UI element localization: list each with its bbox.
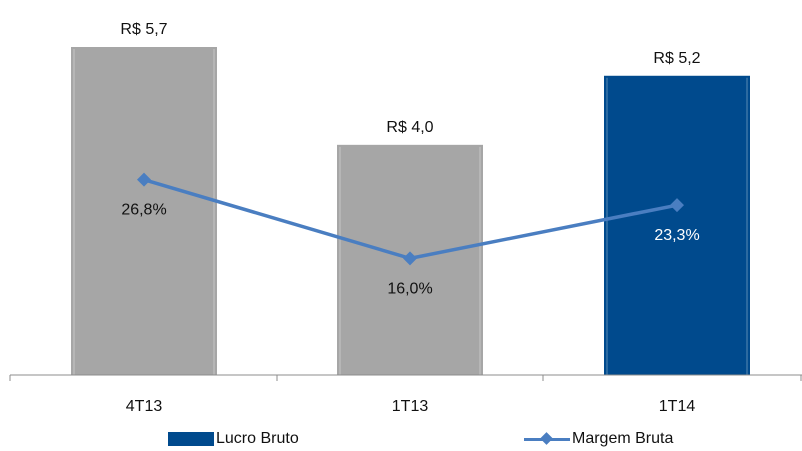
line-value-label: 26,8% [121,202,166,219]
legend: Lucro Bruto Margem Bruta [0,430,802,451]
x-tick-label: 1T13 [392,398,429,415]
bars-group [71,47,750,376]
legend-item-lucro-bruto: Lucro Bruto [168,430,299,448]
legend-item-margem-bruta: Margem Bruta [524,430,673,448]
x-tick-label: 4T13 [126,398,163,415]
labels-group: R$ 5,7 R$ 4,0 R$ 5,2 26,8% 16,0% 23,3% [120,21,700,297]
x-tick-label: 1T14 [659,398,696,415]
line-series-group [137,172,684,266]
legend-swatch-line [524,432,570,446]
line-value-label: 16,0% [387,280,432,297]
bar-value-label: R$ 5,2 [653,50,700,67]
line-marker [670,198,684,213]
legend-label-lucro-bruto: Lucro Bruto [216,430,299,447]
bar-value-label: R$ 5,7 [120,21,167,38]
line-marker [403,251,417,266]
chart: 4T13 1T13 1T14 R$ 5,7 R$ 4,0 R$ 5,2 26,8% 16,0… [9,21,802,415]
bar-4T13 [71,47,217,375]
bar-value-label: R$ 4,0 [386,119,433,136]
bar-1T14 [604,75,750,376]
line-marker [137,172,151,187]
legend-label-margem-bruta: Margem Bruta [572,430,674,447]
line-value-label: 23,3% [654,227,699,244]
x-axis: 4T13 1T13 1T14 [9,374,802,415]
legend-swatch-bar [168,432,214,446]
